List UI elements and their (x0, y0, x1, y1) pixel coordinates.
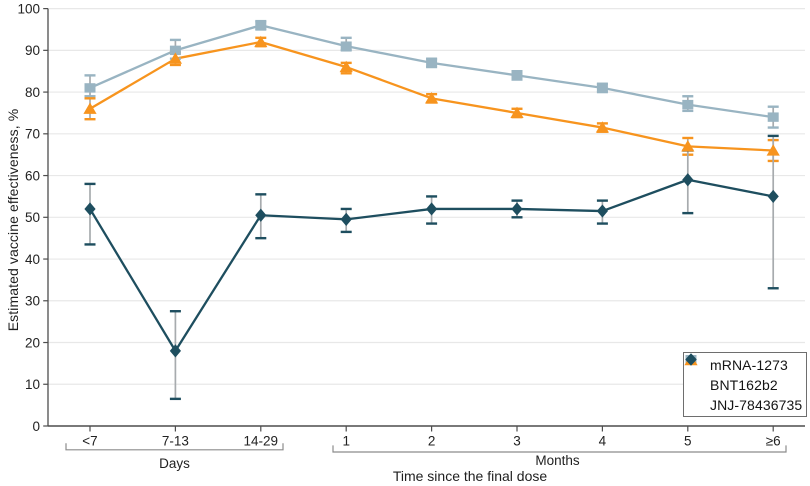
x-axis: <7 7-13 14-29 1 2 3 4 5 ≥6 (48, 425, 805, 449)
y-tick-label: 50 (25, 210, 40, 225)
y-tick-label: 80 (25, 85, 40, 100)
legend-label: mRNA-1273 (710, 356, 788, 373)
x-category-label: 14-29 (244, 434, 279, 449)
data-point-JNJ-78436735-4 (596, 204, 608, 218)
data-point-mRNA-1273-<7 (84, 83, 96, 93)
legend-item-JNJ-78436735: JNJ-78436735 (685, 353, 806, 414)
x-group-brackets (65, 443, 787, 453)
data-point-BNT162b2-4 (595, 121, 609, 133)
x-category-label: 3 (513, 434, 521, 449)
x-category-label: ≥6 (766, 434, 781, 449)
series-markers-JNJ-78436735 (84, 173, 779, 358)
legend-label: BNT162b2 (710, 376, 778, 393)
data-point-BNT162b2-5 (681, 140, 695, 152)
data-point-JNJ-78436735-7-13 (169, 344, 181, 358)
y-tick-label: 90 (25, 43, 40, 58)
y-tick-label: 0 (32, 419, 40, 434)
y-tick-label: 60 (25, 168, 40, 183)
series-markers-BNT162b2 (83, 35, 780, 156)
x-category-label: 5 (684, 434, 692, 449)
y-tick-label: 70 (25, 127, 40, 142)
x-category-label: 7-13 (162, 434, 189, 449)
x-category-label: 1 (342, 434, 350, 449)
legend-label: JNJ-78436735 (710, 396, 803, 413)
data-point-BNT162b2-<7 (83, 102, 97, 114)
x-category-label: 4 (599, 434, 607, 449)
data-point-mRNA-1273-2 (426, 58, 438, 68)
data-point-BNT162b2-2 (425, 92, 439, 104)
diamond-marker-icon (685, 353, 705, 411)
data-point-BNT162b2-7-13 (168, 52, 182, 64)
data-point-JNJ-78436735-≥6 (767, 189, 779, 204)
data-point-JNJ-78436735-1 (340, 212, 352, 226)
x-category-label: <7 (82, 434, 97, 449)
y-axis-title: Estimated vaccine effectiveness, % (5, 108, 21, 332)
data-point-JNJ-78436735-<7 (84, 202, 96, 216)
y-axis: 0 10 20 30 40 50 60 70 80 90 100 (17, 1, 49, 434)
data-point-mRNA-1273-1 (340, 41, 352, 51)
y-tick-label: 100 (17, 1, 40, 16)
data-point-mRNA-1273-≥6 (767, 112, 779, 122)
x-axis-title: Time since the final dose (392, 468, 548, 484)
y-gridlines (48, 8, 805, 385)
y-tick-label: 10 (25, 377, 40, 392)
legend: mRNA-1273 BNT162b2 JNJ-78436735 (683, 352, 807, 417)
data-point-BNT162b2-3 (510, 106, 524, 119)
data-point-mRNA-1273-7-13 (169, 45, 181, 56)
legend-item-BNT162b2: BNT162b2 (684, 353, 806, 394)
data-point-mRNA-1273-5 (682, 99, 694, 110)
y-tick-label: 30 (25, 294, 40, 309)
data-point-BNT162b2-≥6 (766, 144, 780, 156)
data-point-mRNA-1273-3 (511, 70, 523, 81)
legend-item-mRNA-1273: mRNA-1273 (685, 355, 806, 374)
y-tick-label: 40 (25, 252, 40, 267)
months-bracket (332, 445, 787, 453)
data-point-JNJ-78436735-5 (682, 173, 694, 187)
data-point-mRNA-1273-14-29 (255, 20, 267, 30)
error-bars-mRNA-1273 (84, 19, 779, 129)
x-group-label-days: Days (159, 456, 190, 471)
diamond-icon (685, 353, 697, 366)
data-point-mRNA-1273-4 (596, 83, 608, 93)
data-point-JNJ-78436735-14-29 (255, 208, 267, 222)
triangle-marker-icon (684, 353, 705, 391)
x-category-label: 2 (428, 434, 436, 449)
y-tick-label: 20 (25, 335, 40, 350)
series-markers-mRNA-1273 (84, 20, 779, 122)
data-point-JNJ-78436735-2 (426, 202, 438, 216)
data-point-BNT162b2-1 (339, 60, 353, 73)
x-group-label-months: Months (535, 453, 580, 468)
days-bracket (65, 443, 284, 451)
data-point-JNJ-78436735-3 (511, 202, 523, 216)
data-point-BNT162b2-14-29 (254, 35, 268, 48)
